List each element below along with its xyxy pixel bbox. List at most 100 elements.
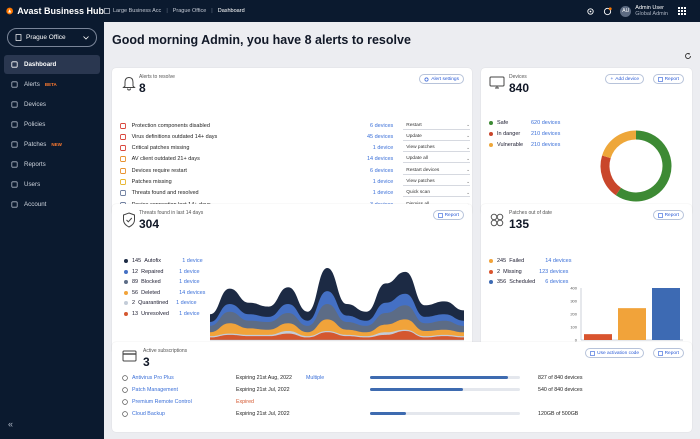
legend-dot	[124, 269, 128, 274]
refresh-icon[interactable]	[684, 52, 692, 60]
office-selector[interactable]: Prague Office	[7, 28, 97, 47]
donut-slice-vulnerable	[602, 130, 637, 159]
bar-failed	[584, 334, 612, 340]
sidebar-item-patches[interactable]: Patches NEW	[4, 135, 100, 154]
key-icon	[590, 350, 595, 356]
apps-grid-icon[interactable]	[678, 7, 686, 15]
subscriptions-report-label: Report	[664, 350, 679, 356]
monitor-icon	[11, 101, 18, 108]
usage-bar-fill	[370, 376, 508, 379]
devices-report-button[interactable]: Report	[652, 74, 684, 84]
subscription-name-link[interactable]: Patch Management	[122, 387, 236, 393]
legend-label: Missing	[503, 268, 522, 275]
sidebar-item-reports[interactable]: Reports	[4, 155, 100, 174]
subscription-row: Antivirus Pro Plus Expiring 21st Aug, 202…	[122, 372, 692, 383]
threats-title: Threats found in last 14 days	[139, 210, 204, 216]
user-role: Global Admin	[635, 11, 668, 17]
cloud-icon	[122, 410, 128, 417]
alert-row: Threats found and resolved 1 device Quick …	[120, 188, 471, 199]
add-device-button[interactable]: + Add device	[605, 74, 644, 84]
subscription-usage-count: 120GB of 500GB	[538, 410, 579, 417]
y-tick-label: 400	[570, 286, 577, 291]
device-legend-item: Vulnerable 210 devices	[489, 142, 560, 148]
subscription-name-link[interactable]: Antivirus Pro Plus	[122, 375, 236, 381]
legend-dot	[124, 301, 128, 305]
alert-action-select[interactable]: Update ⌄	[403, 133, 471, 141]
sidebar-item-dashboard[interactable]: Dashboard	[4, 55, 100, 74]
notifications-icon[interactable]	[603, 6, 612, 16]
alert-row: Virus definitions outdated 14+ days 45 de…	[120, 131, 471, 142]
legend-devices-link[interactable]: 123 devices	[539, 268, 569, 275]
legend-dot	[489, 269, 493, 274]
bell-icon	[122, 76, 136, 91]
legend-devices-link[interactable]: 1 device	[176, 300, 197, 306]
y-tick-label: 0	[575, 338, 578, 343]
sidebar-item-users[interactable]: Users	[4, 175, 100, 194]
threats-report-button[interactable]: Report	[432, 210, 464, 220]
shield-check-icon	[123, 212, 135, 228]
sidebar-item-label: Reports	[24, 161, 46, 168]
y-tick-label: 100	[570, 325, 577, 330]
legend-dot	[489, 132, 493, 136]
alert-action-select[interactable]: Restart devices ⌄	[403, 167, 471, 175]
alert-devices-link[interactable]: 1 device	[372, 145, 394, 152]
legend-devices-link[interactable]: 210 devices	[531, 131, 561, 137]
collapse-sidebar-icon[interactable]: «	[8, 419, 14, 429]
gear-icon[interactable]	[586, 7, 595, 16]
alert-action-select[interactable]: Update all ⌄	[403, 155, 471, 164]
alert-label: AV client outdated 21+ days	[131, 156, 200, 163]
alert-row: Critical patches missing 1 device View pat…	[120, 143, 471, 154]
alert-devices-link[interactable]: 6 devices	[370, 167, 394, 174]
legend-devices-link[interactable]: 14 devices	[545, 258, 572, 264]
alert-devices-link[interactable]: 1 device	[372, 190, 394, 197]
alert-settings-label: Alert settings	[431, 76, 459, 82]
app-logo[interactable]: Avast Business Hub	[0, 5, 104, 17]
alert-devices-link[interactable]: 6 devices	[370, 122, 394, 129]
legend-label: Vulnerable	[497, 142, 524, 148]
legend-dot	[489, 143, 493, 147]
devices-card: Devices 840 + Add device Report Safe 620 …	[481, 68, 692, 216]
activation-code-button[interactable]: Use activation code	[585, 348, 644, 358]
legend-devices-link[interactable]: 1 device	[179, 279, 200, 285]
alert-action-value: Restart devices	[406, 167, 440, 173]
legend-devices-link[interactable]: 1 device	[179, 310, 200, 317]
alert-devices-link[interactable]: 1 device	[372, 179, 394, 185]
alert-action-select[interactable]: View patches ⌄	[403, 178, 471, 186]
alert-severity-icon	[120, 122, 128, 129]
alert-action-select[interactable]: Restart ⌄	[403, 122, 471, 130]
sidebar-item-label: Policies	[24, 121, 46, 128]
subscriptions-card: Active subscriptions 3 Use activation co…	[112, 342, 692, 432]
alert-settings-button[interactable]: Alert settings	[419, 74, 464, 84]
user-name: Admin User	[635, 4, 665, 11]
subscriptions-count: 3	[143, 355, 150, 369]
user-menu[interactable]: AU Admin User Global Admin	[620, 5, 668, 18]
usage-bar-fill	[370, 388, 463, 391]
patches-report-button[interactable]: Report	[652, 210, 684, 220]
policy-icon	[11, 121, 18, 128]
breadcrumb-separator: |	[166, 8, 168, 14]
sidebar-item-policies[interactable]: Policies	[4, 115, 100, 134]
breadcrumb-office[interactable]: Prague Office	[172, 8, 207, 14]
patches-bar-chart: 0100200300400Current state of patches on…	[570, 286, 683, 349]
sidebar-item-account[interactable]: Account	[4, 195, 100, 214]
alert-devices-link[interactable]: 14 devices	[366, 156, 394, 163]
subscription-multiple-link[interactable]: Multiple	[306, 374, 325, 381]
subscriptions-report-button[interactable]: Report	[652, 348, 684, 358]
legend-devices-link[interactable]: 14 devices	[179, 289, 206, 296]
sidebar-item-alerts[interactable]: Alerts BETA	[4, 75, 100, 94]
legend-devices-link[interactable]: 6 devices	[545, 279, 569, 285]
alert-devices-link[interactable]: 45 devices	[366, 133, 394, 140]
subscription-name-link[interactable]: Cloud Backup	[122, 411, 236, 417]
alert-action-select[interactable]: Quick scan ⌄	[403, 189, 471, 198]
sidebar-item-devices[interactable]: Devices	[4, 95, 100, 114]
subscription-row: Cloud Backup Expiring 21st Jul, 2022 120GB…	[122, 408, 692, 419]
threats-card: Threats found in last 14 days 304 Report…	[112, 204, 472, 354]
legend-devices-link[interactable]: 620 devices	[531, 120, 561, 126]
legend-devices-link[interactable]: 1 device	[179, 268, 200, 275]
alert-action-select[interactable]: View patches ⌄	[403, 144, 471, 153]
breadcrumb-account[interactable]: Large Business Acc	[113, 8, 162, 14]
legend-devices-link[interactable]: 1 device	[182, 258, 203, 264]
remote-icon	[122, 398, 128, 405]
legend-devices-link[interactable]: 210 devices	[531, 142, 561, 148]
subscription-name-link[interactable]: Premium Remote Control	[122, 399, 236, 405]
